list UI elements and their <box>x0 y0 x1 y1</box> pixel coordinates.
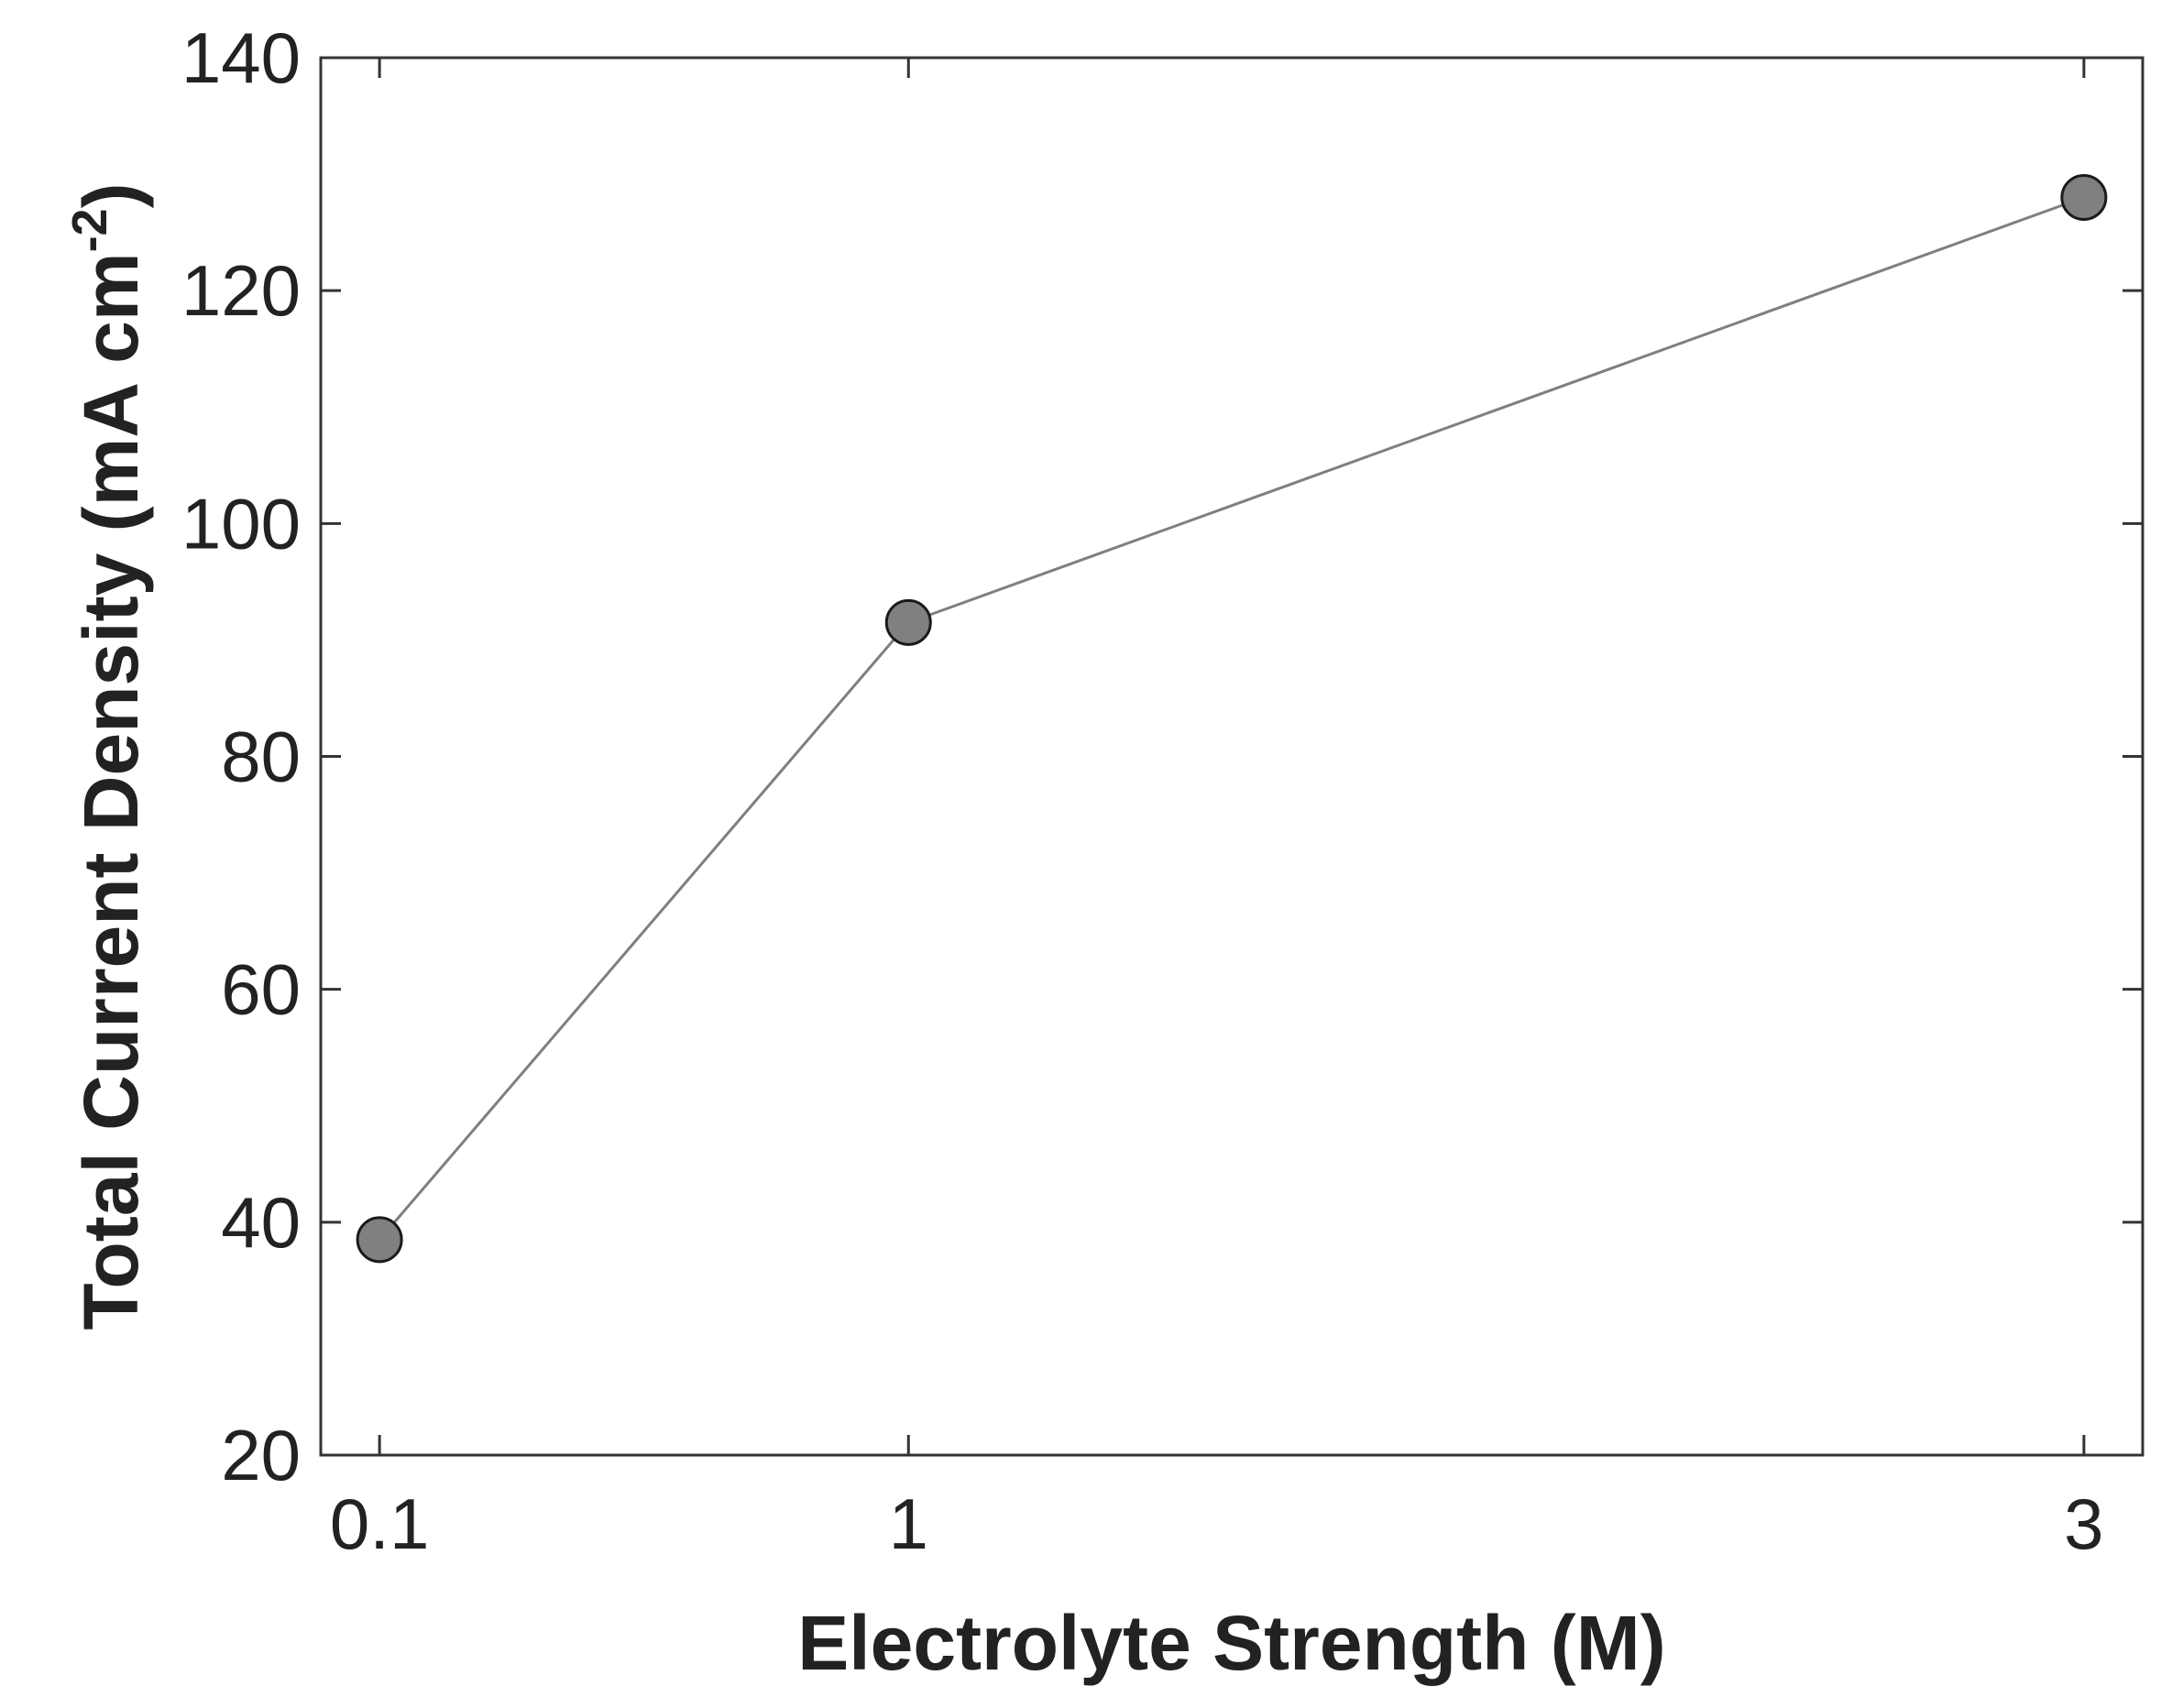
x-tick-label: 3 <box>2064 1484 2103 1564</box>
plot-area <box>319 56 2145 1457</box>
data-point <box>884 598 932 646</box>
y-axis-ticks: 20 40 60 80 100 120 140 <box>181 17 2143 1495</box>
x-axis-ticks: 0.1 1 3 <box>330 58 2104 1564</box>
data-point <box>2060 174 2108 221</box>
y-tick-label: 20 <box>221 1415 301 1495</box>
y-axis-title-superscript: -2 <box>62 208 117 252</box>
data-point <box>356 1216 403 1264</box>
x-tick-label: 0.1 <box>330 1484 429 1564</box>
plot-frame <box>319 56 2145 1457</box>
series-layer <box>356 174 2108 1264</box>
series-line <box>378 196 2085 1241</box>
y-tick-label: 60 <box>221 949 301 1030</box>
y-axis-title-close: ) <box>68 182 154 208</box>
y-tick-label: 80 <box>221 717 301 797</box>
y-axis-title: Total Current Density (mA cm-2) <box>62 182 154 1330</box>
y-tick-label: 140 <box>181 17 301 98</box>
y-tick-label: 100 <box>181 483 301 564</box>
y-axis-title-main: Total Current Density (mA cm <box>68 252 154 1330</box>
y-tick-label: 40 <box>221 1182 301 1263</box>
x-tick-label: 1 <box>889 1484 928 1564</box>
y-tick-label: 120 <box>181 250 301 331</box>
x-axis-title: Electrolyte Strength (M) <box>797 1600 1665 1686</box>
